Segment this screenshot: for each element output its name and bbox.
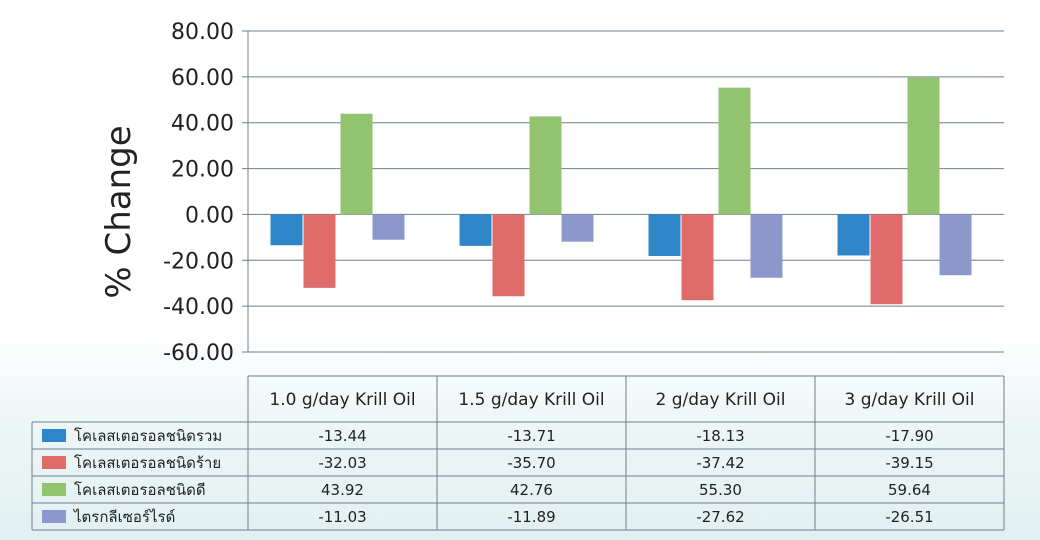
category-label: 2 g/day Krill Oil (656, 390, 786, 410)
legend-swatch (42, 456, 66, 469)
data-label: -13.44 (318, 427, 366, 445)
data-label: -11.89 (507, 508, 555, 526)
legend-label: โคเลสเตอรอลชนิดดี (74, 481, 206, 499)
data-label: 42.76 (510, 481, 553, 499)
bar (492, 214, 525, 297)
y-tick-labels: 80.00 60.00 40.00 20.00 0.00 -20.00 -40.00 -60.… (163, 20, 234, 366)
y-tick-label: 60.00 (171, 66, 234, 91)
data-label: -37.42 (696, 454, 744, 472)
bar (870, 214, 903, 305)
data-label: -26.51 (885, 508, 933, 526)
bars (270, 77, 972, 305)
legend-swatch (42, 510, 66, 523)
data-label: 59.64 (888, 481, 931, 499)
bar (750, 214, 783, 278)
y-tick-label: -60.00 (163, 341, 234, 366)
bar (561, 214, 594, 242)
legend-label: โคเลสเตอรอลชนิดร้าย (74, 454, 221, 472)
bar (939, 214, 972, 276)
category-label: 1.0 g/day Krill Oil (269, 390, 415, 410)
category-label: 3 g/day Krill Oil (845, 390, 975, 410)
legend-swatch (42, 483, 66, 496)
bar (340, 113, 373, 215)
legend-label: โคเลสเตอรอลชนิดรวม (74, 427, 222, 445)
bar (681, 214, 714, 301)
data-label: -39.15 (885, 454, 933, 472)
bar (907, 77, 940, 215)
data-label: -17.90 (885, 427, 933, 445)
data-label: -27.62 (696, 508, 744, 526)
bar (303, 214, 336, 288)
y-tick-label: -40.00 (163, 295, 234, 320)
legend-label: ไตรกลีเซอร์ไรด์ (73, 508, 175, 526)
bar (718, 87, 751, 215)
bar (837, 214, 870, 256)
y-tick-label: 20.00 (171, 158, 234, 183)
y-axis-label: % Change (99, 125, 139, 298)
data-label: -35.70 (507, 454, 555, 472)
data-label: -32.03 (318, 454, 366, 472)
y-tick-label: -20.00 (163, 249, 234, 274)
y-tick-label: 80.00 (171, 20, 234, 45)
bar (459, 214, 492, 246)
bar (529, 116, 562, 215)
data-label: 43.92 (321, 481, 364, 499)
data-label: -11.03 (318, 508, 366, 526)
category-label: 1.5 g/day Krill Oil (458, 390, 604, 410)
data-table: 1.0 g/day Krill Oil 1.5 g/day Krill Oil 2 … (31, 375, 1005, 531)
bar (648, 214, 681, 256)
y-tick-label: 0.00 (185, 203, 234, 228)
data-label: -18.13 (696, 427, 744, 445)
legend-swatch (42, 429, 66, 442)
data-label: 55.30 (699, 481, 742, 499)
data-label: -13.71 (507, 427, 555, 445)
bar (372, 214, 405, 240)
y-tick-label: 40.00 (171, 112, 234, 137)
bar (270, 214, 303, 246)
